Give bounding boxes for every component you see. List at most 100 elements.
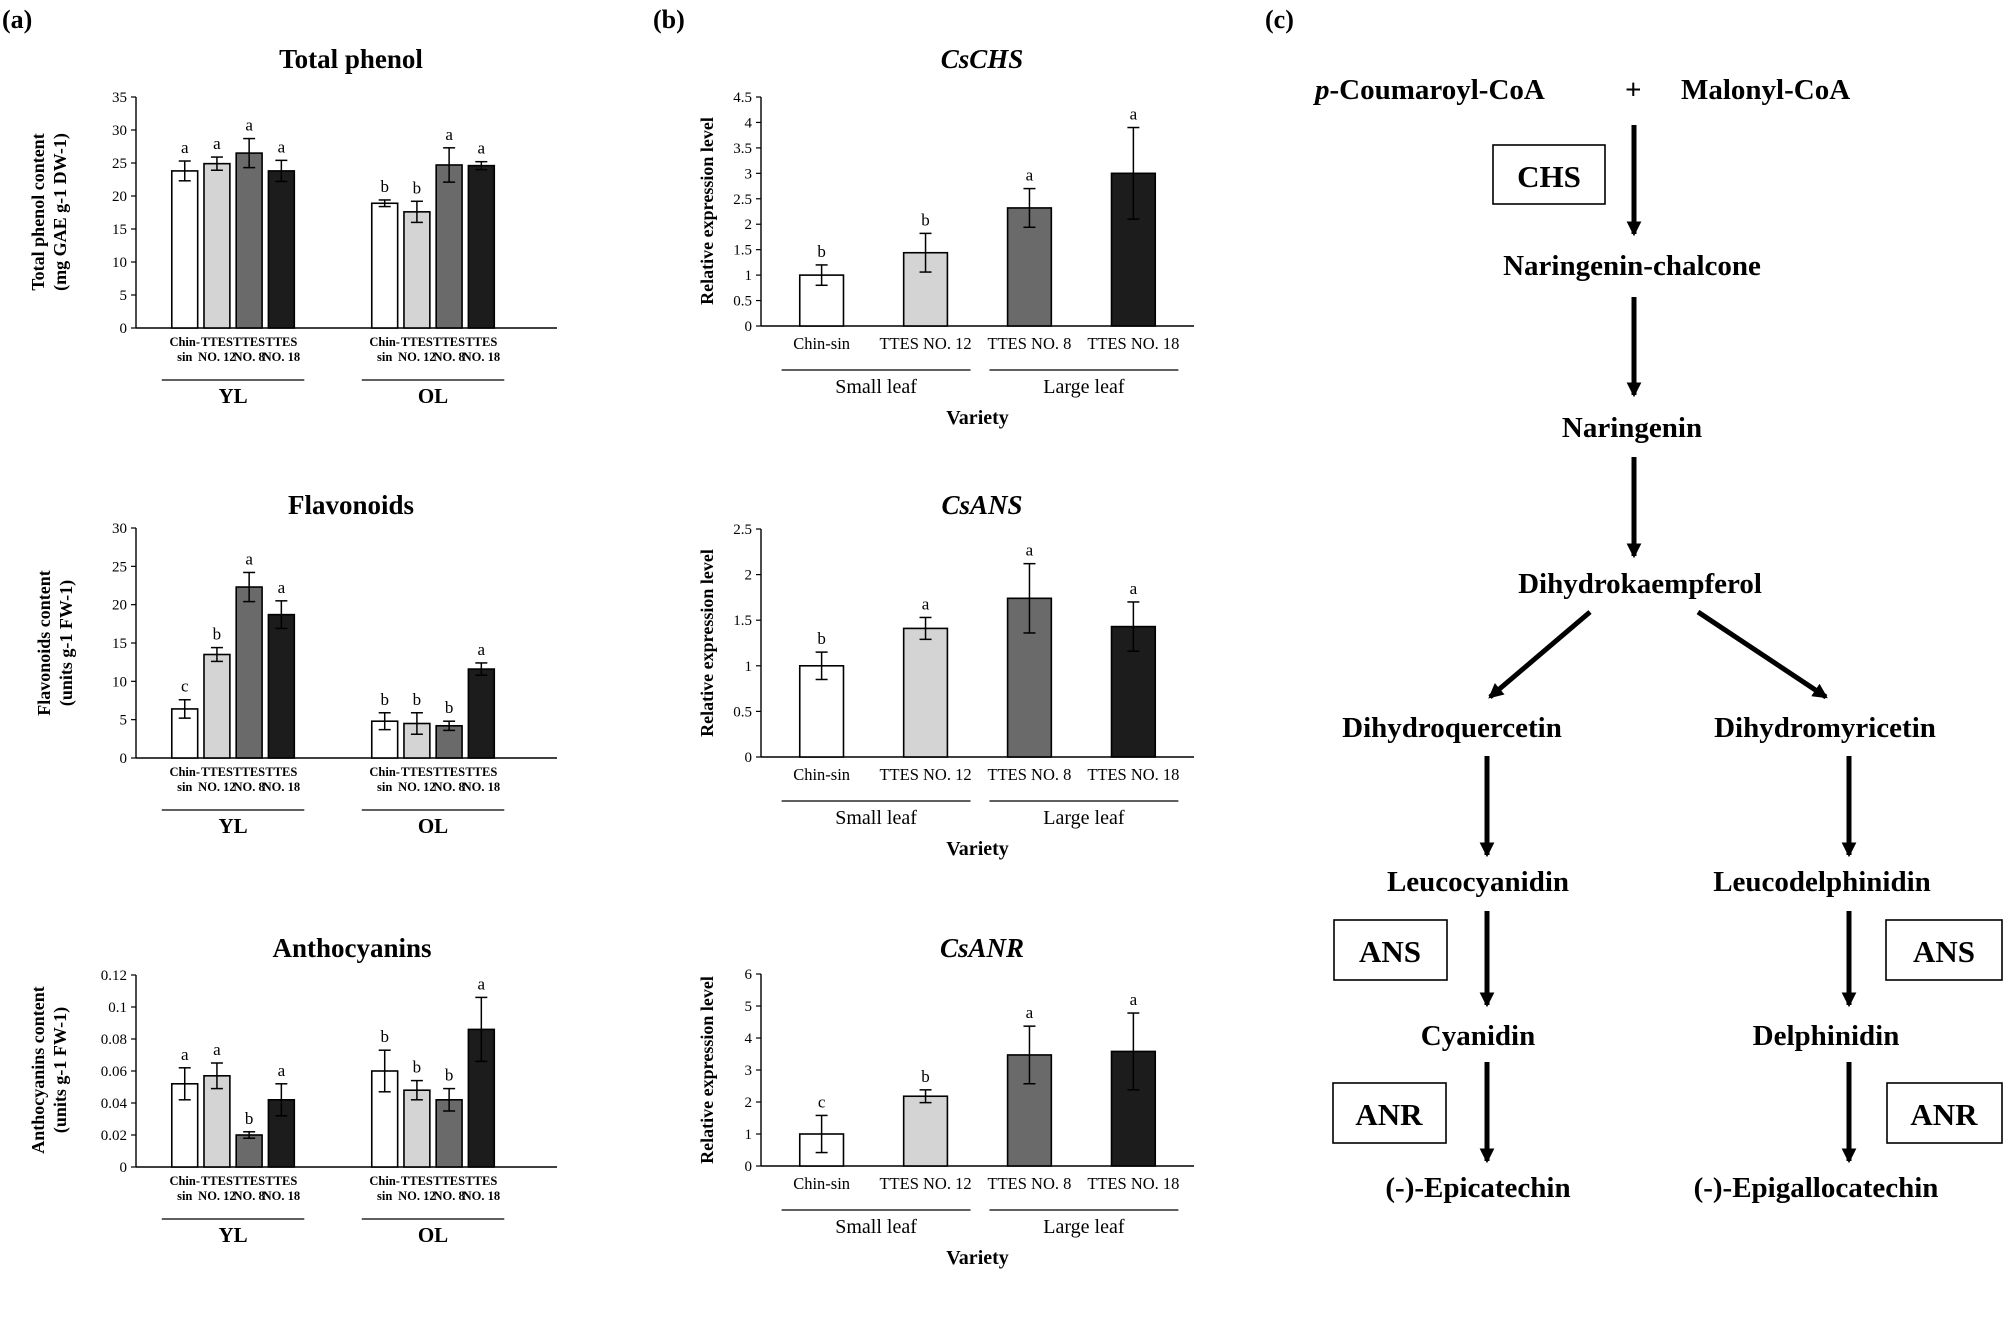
y-tick-label: 1 xyxy=(745,268,753,284)
y-axis-label-line: (units g-1 FW-1) xyxy=(56,580,77,706)
y-tick-label: 20 xyxy=(112,189,127,205)
y-tick-label: 0.1 xyxy=(108,1000,127,1016)
enzyme-box-ans-left xyxy=(1333,919,1448,981)
ol-ttes-no-18-bar xyxy=(467,668,496,759)
enzyme-box-anr-right xyxy=(1886,1082,2003,1144)
x-category-label-line: NO. 12 xyxy=(198,350,236,364)
panel-label-b: (b) xyxy=(653,5,685,34)
x-category-label-line: TTES xyxy=(265,765,297,779)
arrow-to-dihydromyricetin xyxy=(1696,609,1828,700)
y-tick-label: 25 xyxy=(112,156,127,172)
node-leucocyanidin: Leucocyanidin xyxy=(1387,866,1569,898)
ol-chin-sin-bar xyxy=(370,202,399,329)
y-axis-label-line: Relative expression level xyxy=(697,976,717,1164)
x-category-label: TTES NO. 8 xyxy=(233,1174,265,1203)
x-axis-label: Variety xyxy=(946,407,1009,429)
y-tick-label: 2 xyxy=(745,217,753,233)
enzyme-ans-right: ANS xyxy=(1913,934,1975,969)
ol-chin-sin-sig-letter: b xyxy=(380,690,389,709)
y-tick-label: 3 xyxy=(745,1063,753,1079)
y-tick-label: 0.08 xyxy=(101,1032,127,1048)
chart-total-phenol: Total phenol 0 5 10 15 20 25 30 35 Total phenol c… xyxy=(28,44,557,408)
y-tick-label: 1.5 xyxy=(733,613,752,629)
x-category-label-line: NO. 8 xyxy=(234,780,265,794)
group-label-small-leaf: Small leaf xyxy=(835,807,917,829)
y-tick-label: 6 xyxy=(745,967,753,983)
group-label-ol: OL xyxy=(418,814,448,838)
x-category-label-line: NO. 12 xyxy=(198,780,236,794)
enzyme-chs: CHS xyxy=(1517,159,1581,194)
y-tick-label: 0 xyxy=(745,750,753,766)
x-category-label-ttes-no-8: TTES NO. 8 xyxy=(988,765,1072,784)
ol-ttes-no-12-bar xyxy=(403,1089,431,1168)
chart-title: CsANR xyxy=(940,933,1024,963)
x-category-label: TTES NO. 18 xyxy=(463,1174,501,1203)
x-category-label-line: sin xyxy=(377,1189,392,1203)
chart-title: CsANS xyxy=(941,490,1022,520)
node-epicatechin: (-)-Epicatechin xyxy=(1385,1172,1570,1204)
node-leucodelphinidin: Leucodelphinidin xyxy=(1713,866,1931,898)
y-tick-label: 10 xyxy=(112,674,127,690)
group-label-ol: OL xyxy=(418,1223,448,1247)
yl-ttes-no-8-sig-letter: a xyxy=(245,116,253,135)
group-label-small-leaf: Small leaf xyxy=(835,1216,917,1238)
ol-ttes-no-8-bar xyxy=(435,724,463,759)
x-category-label: TTES NO. 18 xyxy=(263,1174,301,1203)
x-category-label-line: TTES xyxy=(433,335,465,349)
yl-chin-sin-sig-letter: c xyxy=(181,677,189,696)
x-category-label-line: NO. 8 xyxy=(234,350,265,364)
x-category-label-line: NO. 8 xyxy=(433,350,464,364)
x-category-label-ttes-no-8: TTES NO. 8 xyxy=(988,1174,1072,1193)
ttes-no-12-sig-letter: b xyxy=(921,210,930,229)
x-category-label-line: NO. 12 xyxy=(398,350,436,364)
x-category-label-line: Chin- xyxy=(169,1174,200,1188)
ol-ttes-no-8-sig-letter: b xyxy=(445,1066,454,1085)
ol-ttes-no-18-sig-letter: a xyxy=(478,640,486,659)
x-category-label-ttes-no-12: TTES NO. 12 xyxy=(879,334,971,353)
x-category-label-ttes-no-12: TTES NO. 12 xyxy=(879,765,971,784)
yl-ttes-no-12-sig-letter: a xyxy=(213,1040,221,1059)
y-tick-label: 0 xyxy=(120,1160,128,1176)
x-axis-label: Variety xyxy=(946,1247,1009,1269)
group-label-yl: YL xyxy=(218,1223,247,1247)
x-category-label-line: TTES xyxy=(433,1174,465,1188)
x-category-label: TTES NO. 8 xyxy=(233,335,265,364)
x-category-label-line: NO. 12 xyxy=(398,780,436,794)
yl-ttes-no-12-bar xyxy=(203,653,231,759)
ttes-no-8-sig-letter: a xyxy=(1026,541,1034,560)
chart-title: Total phenol xyxy=(279,44,423,74)
ol-ttes-no-8-bar xyxy=(435,164,463,329)
x-category-label-line: TTES xyxy=(233,1174,265,1188)
x-category-label: TTES NO. 18 xyxy=(263,765,301,794)
x-category-label-line: TTES xyxy=(201,1174,233,1188)
yl-ttes-no-12-bar xyxy=(203,1075,231,1168)
ol-ttes-no-12-bar xyxy=(403,211,431,329)
group-label-large-leaf: Large leaf xyxy=(1043,1216,1125,1238)
x-axis-label: Variety xyxy=(946,838,1009,860)
chart-title: Anthocyanins xyxy=(272,933,431,963)
enzyme-ans-left: ANS xyxy=(1359,934,1421,969)
group-label-yl: YL xyxy=(218,384,247,408)
chart-csans: CsANS 0 0.5 1 1.5 2 2.5 Relative expression lev… xyxy=(697,490,1194,860)
ttes-no-12-bar xyxy=(902,1095,949,1167)
x-category-label-line: NO. 8 xyxy=(433,780,464,794)
yl-ttes-no-18-sig-letter: a xyxy=(278,578,286,597)
enzyme-anr-right: ANR xyxy=(1910,1097,1978,1132)
y-tick-label: 0.5 xyxy=(733,294,752,310)
y-tick-label: 0.12 xyxy=(101,968,127,984)
y-tick-label: 0.06 xyxy=(101,1064,128,1080)
ol-ttes-no-18-sig-letter: a xyxy=(478,139,486,158)
yl-ttes-no-12-sig-letter: a xyxy=(213,134,221,153)
group-label-large-leaf: Large leaf xyxy=(1043,807,1125,829)
group-label-ol: OL xyxy=(418,384,448,408)
panel-label-a: (a) xyxy=(2,5,32,34)
x-category-label-ttes-no-8: TTES NO. 8 xyxy=(988,334,1072,353)
ttes-no-12-sig-letter: a xyxy=(922,594,930,613)
ol-chin-sin-sig-letter: b xyxy=(380,177,389,196)
ol-ttes-no-12-sig-letter: b xyxy=(413,178,422,197)
x-category-label-line: NO. 18 xyxy=(263,780,301,794)
x-category-label-line: sin xyxy=(177,350,192,364)
enzyme-box-ans-right xyxy=(1885,919,2003,981)
pathway-diagram: p-Coumaroyl-CoA + Malonyl-CoA CHS Naring… xyxy=(1312,74,2003,1204)
yl-ttes-no-12-sig-letter: b xyxy=(213,625,222,644)
